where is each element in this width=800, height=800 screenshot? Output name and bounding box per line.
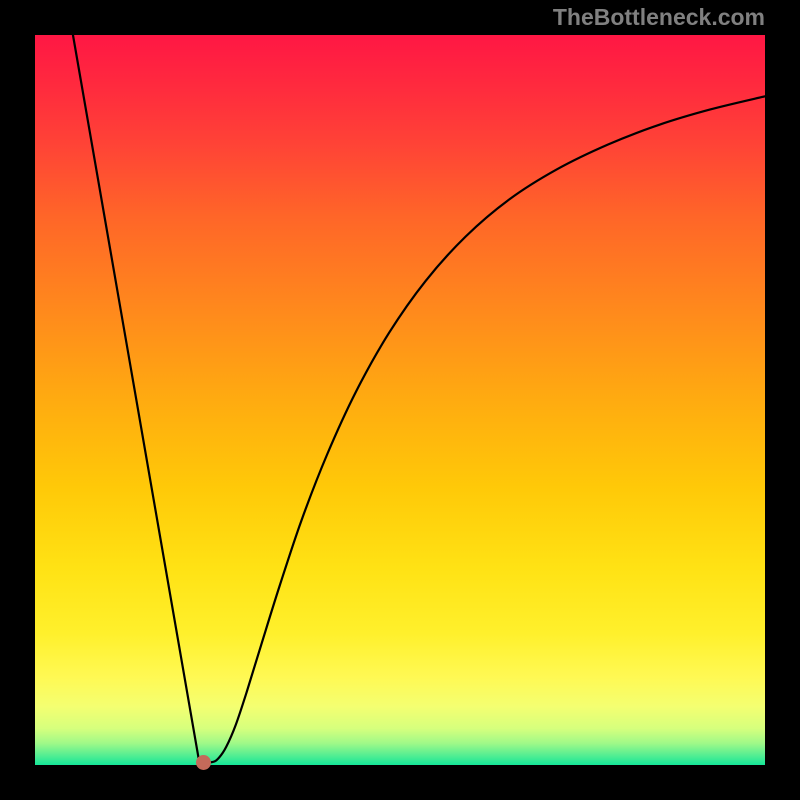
watermark-text: TheBottleneck.com	[553, 4, 765, 31]
bottleneck-marker	[196, 755, 211, 770]
chart-container: TheBottleneck.com	[0, 0, 800, 800]
bottleneck-curve	[73, 35, 765, 762]
plot-area	[35, 35, 765, 765]
curve-overlay	[35, 35, 765, 765]
